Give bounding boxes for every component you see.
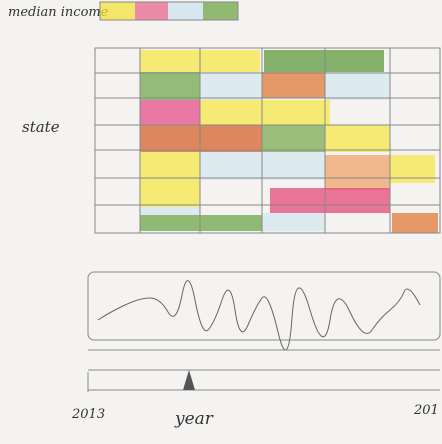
swatch [135,2,168,20]
swatch [203,2,238,20]
cell [200,100,330,125]
cell [270,188,390,213]
cell [140,152,200,207]
y-label: state [22,118,60,136]
swatch [168,2,203,20]
timeline-end: 201 [413,403,439,418]
slider-handle[interactable] [183,370,195,390]
legend-swatches [99,1,239,21]
cell [140,125,262,152]
cell [140,207,200,215]
swatch [100,2,135,20]
cell [262,125,325,152]
grid-lines [95,48,440,233]
line-chart-frame [87,271,441,341]
timeline-label: year [174,409,214,429]
timeline-start: 2013 [71,407,105,422]
cell [262,213,325,231]
heatmap-frame [94,47,441,234]
heatmap-grid [94,47,441,234]
cell [325,125,390,152]
cell [325,72,390,100]
slider-track [87,369,440,392]
cell [325,155,390,190]
cell [140,215,262,231]
cell [390,155,435,183]
legend-title: median income [8,5,109,20]
cell [200,72,262,100]
swatch-frame [99,1,239,21]
cell [140,72,200,100]
trend-line [97,280,421,351]
cell [392,213,438,233]
cell [262,72,325,98]
timeline-slider[interactable] [87,369,440,392]
cell [264,50,384,72]
cell [140,100,200,125]
